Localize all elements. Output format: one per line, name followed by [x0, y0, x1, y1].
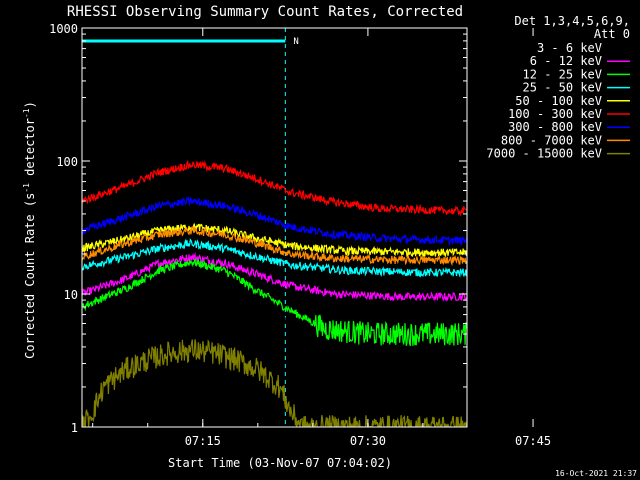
x-axis-label: Start Time (03-Nov-07 07:04:02) — [168, 456, 392, 470]
chart-title: RHESSI Observing Summary Count Rates, Co… — [67, 4, 463, 20]
legend-header-line: Det 1,3,4,5,6,9, — [514, 14, 630, 28]
plot-frame — [81, 27, 468, 428]
series-line — [82, 195, 467, 247]
legend-entry-label: 100 - 300 keV — [508, 107, 602, 121]
x-tick-label: 07:15 — [185, 434, 221, 448]
timestamp: 16-Oct-2021 21:37 — [555, 469, 637, 478]
series-line — [82, 252, 467, 302]
y-tick-label: 10 — [64, 288, 78, 302]
series-layer — [82, 159, 467, 427]
series-line — [82, 226, 467, 267]
x-tick-label: 07:45 — [515, 434, 551, 448]
series-line — [82, 238, 467, 278]
legend-entry-label: 6 - 12 keV — [530, 54, 602, 68]
series-line — [82, 159, 467, 217]
y-tick-label: 1 — [71, 421, 78, 435]
y-tick-label: 100 — [56, 155, 78, 169]
y-axis-label-part: detector — [23, 118, 37, 183]
flag-label: N — [293, 37, 298, 47]
y-tick-label: 1000 — [49, 22, 78, 36]
y-axis-label-part: Corrected Count Rate (s — [23, 193, 37, 359]
series-line — [82, 269, 467, 362]
legend-entry-label: 12 - 25 keV — [523, 67, 602, 81]
y-axis-label: Corrected Count Rate (s-1 detector-1) — [22, 101, 37, 359]
series-line — [82, 258, 467, 347]
legend-entry-label: 3 - 6 keV — [537, 41, 602, 55]
y-axis-label-sup: -1 — [22, 183, 31, 193]
y-axis-label-part: ) — [23, 101, 37, 108]
series-line — [82, 339, 467, 427]
legend-entry-label: 300 - 800 keV — [508, 120, 602, 134]
legend-entry-label: 800 - 7000 keV — [501, 133, 602, 147]
legend-entry-label: 7000 - 15000 keV — [486, 147, 602, 161]
legend-entry-label: 25 - 50 keV — [523, 81, 602, 95]
legend-entry-label: 50 - 100 keV — [515, 94, 602, 108]
x-tick-label: 07:30 — [350, 434, 386, 448]
y-axis-label-sup: -1 — [22, 108, 31, 118]
legend-header-line: Att 0 — [594, 27, 630, 41]
